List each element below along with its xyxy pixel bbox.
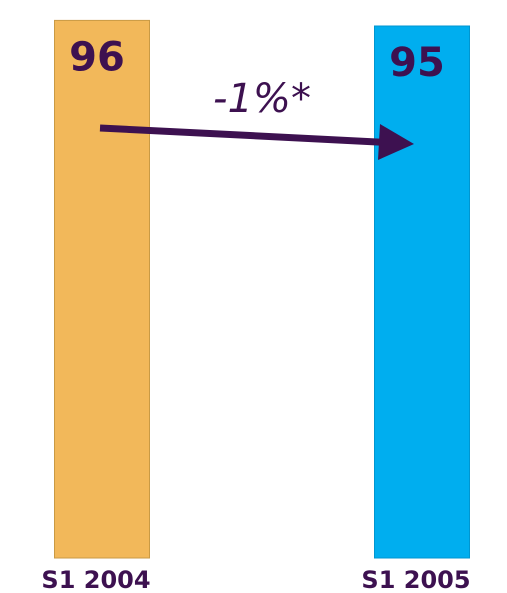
arrowhead-icon (378, 124, 414, 160)
data-label: 96 (69, 34, 125, 80)
category-label: S1 2004 (41, 566, 150, 593)
data-label: 95 (389, 40, 445, 86)
category-label: S1 2005 (361, 566, 470, 593)
bar-s1-2004 (54, 19, 150, 559)
bar-s1-2005 (374, 25, 470, 559)
change-annotation: -1%* (213, 76, 311, 122)
change-arrow (99, 124, 406, 148)
